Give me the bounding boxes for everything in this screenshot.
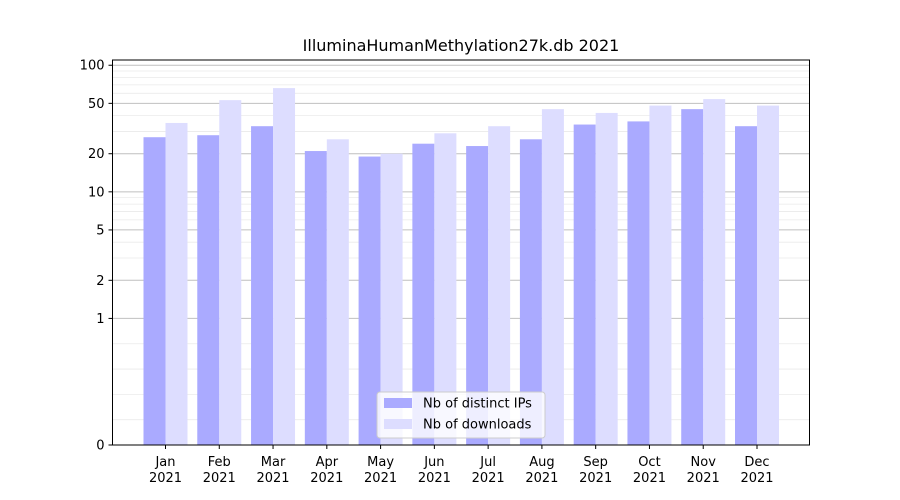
x-tick-label: Feb 2021	[203, 455, 236, 486]
bar-downloads	[219, 100, 242, 445]
bar-distinct-ips	[412, 143, 435, 445]
bar-downloads	[541, 109, 564, 446]
bar-distinct-ips	[197, 135, 220, 445]
legend-swatch	[384, 419, 412, 429]
bar-downloads	[757, 105, 779, 446]
bar-distinct-ips	[573, 124, 596, 445]
x-tick-label: Apr 2021	[310, 455, 343, 486]
x-tick-label: Aug 2021	[525, 455, 558, 486]
bar-downloads	[703, 99, 726, 445]
bar-distinct-ips	[143, 137, 166, 446]
legend-label: Nb of downloads	[423, 418, 532, 433]
bar-distinct-ips	[358, 156, 381, 446]
x-tick-label: Nov 2021	[687, 455, 720, 486]
legend: Nb of distinct IPs Nb of downloads	[376, 391, 546, 439]
y-tick-label: 100	[80, 59, 105, 74]
bar-downloads	[380, 153, 403, 446]
x-tick-label: Oct 2021	[633, 455, 666, 486]
bars	[143, 88, 779, 446]
y-tick-label: 0	[96, 439, 104, 454]
bar-distinct-ips	[735, 126, 757, 446]
x-tick-label: Jul 2021	[472, 455, 505, 486]
bar-downloads	[488, 126, 511, 446]
x-tick-label: Jun 2021	[418, 455, 451, 486]
bar-downloads	[165, 122, 188, 445]
bar-distinct-ips	[627, 121, 650, 445]
y-axis: 0 1 2 5 10 20 50 100	[80, 59, 113, 454]
y-tick-label: 10	[88, 185, 105, 200]
x-tick-label: Jan 2021	[149, 455, 182, 486]
x-axis: Jan 2021 Feb 2021 Mar 2021 Apr 2021 May 2021 Jun 20…	[149, 445, 774, 486]
bar-distinct-ips	[519, 139, 542, 445]
bar-distinct-ips	[304, 151, 327, 445]
legend-label: Nb of distinct IPs	[423, 397, 532, 412]
y-tick-label: 20	[88, 147, 105, 162]
x-tick-label: Mar 2021	[256, 455, 289, 486]
bar-downloads	[273, 88, 296, 445]
x-tick-label: May 2021	[364, 455, 397, 486]
legend-swatch	[384, 398, 412, 408]
y-tick-label: 1	[96, 312, 104, 327]
y-tick-label: 50	[88, 97, 105, 112]
bar-downloads	[326, 139, 349, 445]
legend-box	[376, 391, 546, 439]
bar-downloads	[649, 105, 672, 446]
y-tick-label: 2	[96, 274, 104, 289]
plot-area-frame	[112, 59, 810, 446]
bar-distinct-ips	[466, 146, 489, 445]
bar-downloads	[434, 133, 457, 445]
chart-title: IlluminaHumanMethylation27k.db 2021	[303, 36, 620, 55]
bar-distinct-ips	[681, 109, 704, 446]
x-tick-label: Sep 2021	[579, 455, 612, 486]
x-tick-label: Dec 2021	[740, 455, 773, 486]
bar-downloads	[595, 112, 618, 446]
bar-distinct-ips	[251, 126, 274, 446]
y-tick-label: 5	[96, 223, 104, 238]
